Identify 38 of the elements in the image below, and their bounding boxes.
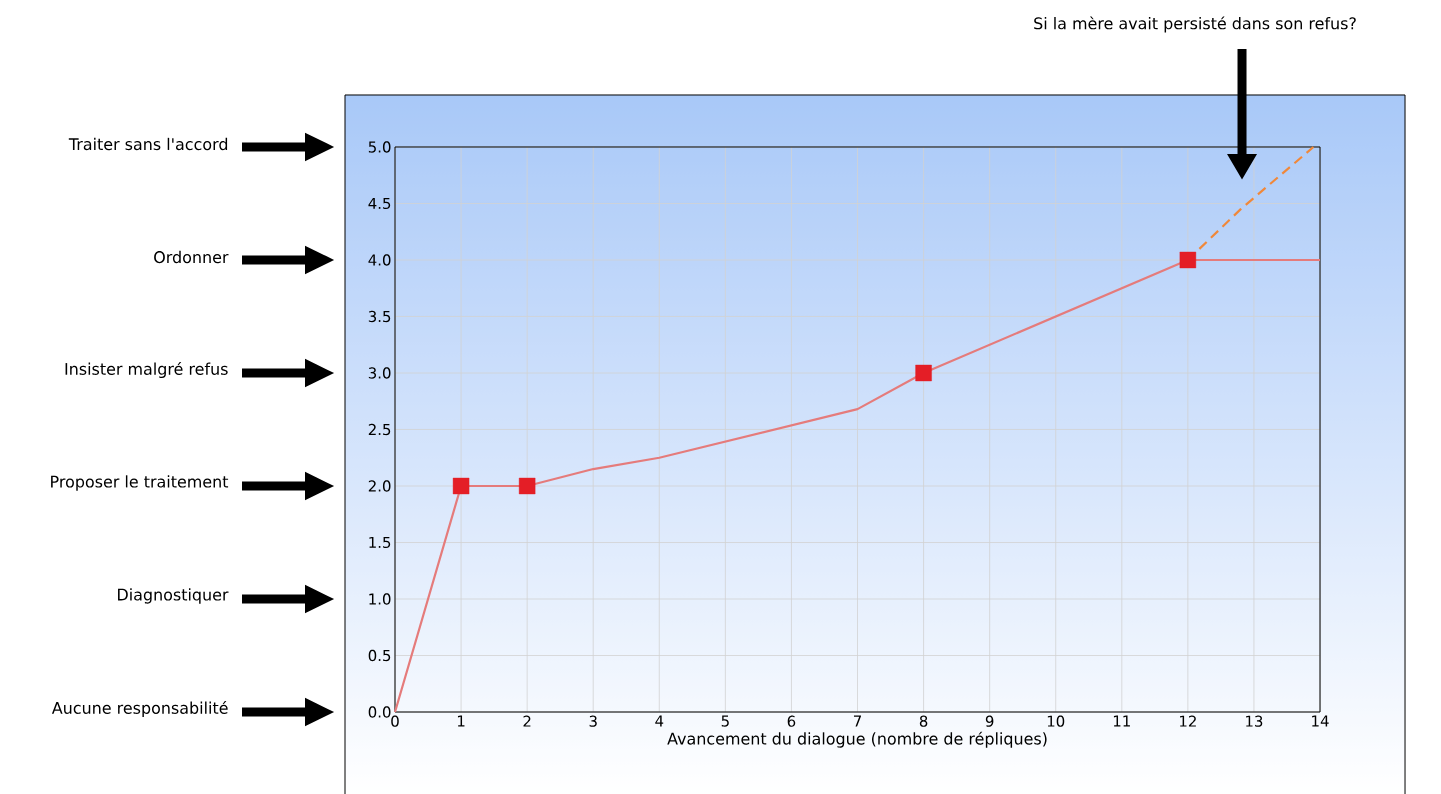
x-tick-label: 7 [853,715,861,727]
text: Diagnostiquer [118,588,229,604]
y-tick-label: 4.0 [368,254,391,266]
text: Ordonner [154,250,229,264]
y-tick-label: 4.5 [368,197,391,210]
x-tick-label: 13 [1246,715,1263,727]
y-tick-label: 1.0 [369,593,391,605]
x-tick-label: 4 [655,715,664,727]
x-tick-label: 2 [523,715,531,727]
x-tick-label: 5 [721,715,729,727]
text: Insister malgré refus [65,361,228,379]
point [452,477,470,495]
x-tick-label: 0 [391,715,399,727]
y-tick-label: 0.5 [368,649,391,662]
y-tick-label: 5.0 [368,141,391,153]
y-tick-label: 1.5 [369,536,391,549]
y-tick-label: 2.0 [368,480,391,492]
x-tick-label: 8 [919,715,928,727]
x-tick-label: 12 [1180,715,1196,727]
text: Si la mère avait persisté dans son refus? [1034,16,1356,33]
y-tick-label: 2.5 [368,423,391,436]
x-tick-label: 3 [589,715,597,727]
x-tick-label: 14 [1312,715,1329,727]
text: Aucune responsabilité [51,700,228,718]
x-tick-label: 1 [457,715,465,727]
point [518,477,536,495]
y-tick-label: 3.5 [368,310,391,323]
x-tick-label: 10 [1047,715,1065,727]
x-axis-title: Avancement du dialogue (nombre de répliques) [667,731,1047,748]
x-tick-label: 9 [985,715,994,727]
point [1179,251,1197,269]
text: Proposer le traitement [51,475,229,491]
text: Traiter sans l'accord [68,137,228,151]
x-tick-label: 11 [1113,715,1130,727]
point [915,364,932,382]
x-tick-label: 6 [787,715,796,727]
y-tick-label: 3.0 [368,367,391,379]
y-tick-label: 0.0 [368,706,391,718]
